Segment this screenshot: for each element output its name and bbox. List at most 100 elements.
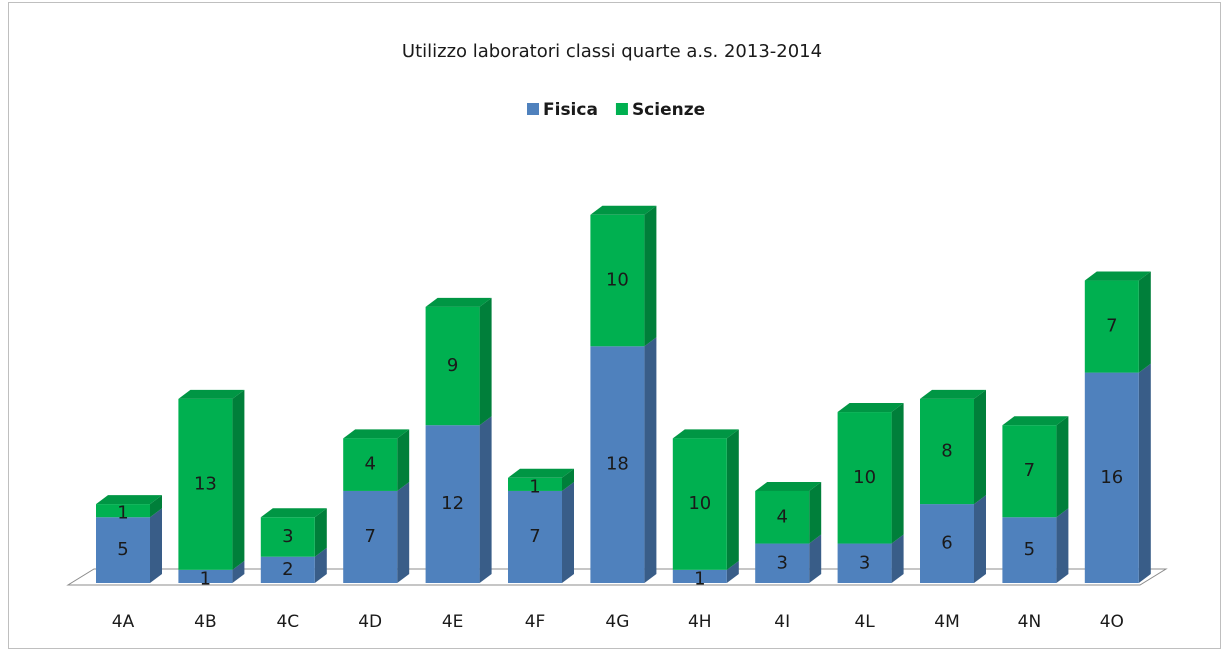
x-tick-label: 4N xyxy=(1018,612,1042,632)
bar xyxy=(343,490,398,583)
bar-top xyxy=(1002,416,1069,426)
bar-top xyxy=(837,403,904,413)
bar xyxy=(178,569,233,583)
x-tick-label: 4D xyxy=(358,612,382,632)
data-label: 6 xyxy=(941,533,952,554)
chart-title: Utilizzo laboratori classi quarte a.s. 2… xyxy=(402,41,822,62)
bar-side xyxy=(232,389,245,570)
data-label: 7 xyxy=(1106,316,1117,337)
x-tick-label: 4H xyxy=(688,612,712,632)
bar-side xyxy=(809,481,822,544)
bar-top xyxy=(178,389,245,399)
bar-top xyxy=(590,205,657,215)
bar-side xyxy=(479,297,492,426)
data-label: 18 xyxy=(606,454,629,475)
bar xyxy=(837,412,892,544)
bar-top xyxy=(755,481,822,491)
x-tick-label: 4M xyxy=(934,612,959,632)
bar-side xyxy=(397,481,410,583)
data-label: 2 xyxy=(282,559,293,580)
bar-top xyxy=(508,468,574,478)
legend-swatch xyxy=(615,103,628,115)
bar xyxy=(508,477,562,491)
bar-side xyxy=(1138,271,1151,373)
x-tick-label: 4F xyxy=(525,612,546,632)
bar xyxy=(920,504,974,583)
bar xyxy=(178,398,233,570)
data-label: 7 xyxy=(1024,460,1035,481)
data-label: 3 xyxy=(282,526,293,547)
bar xyxy=(260,517,315,557)
legend-label: Fisica xyxy=(543,100,598,120)
data-label: 1 xyxy=(694,568,705,589)
data-label: 16 xyxy=(1100,467,1123,488)
bar xyxy=(260,556,315,583)
x-tick-label: 4L xyxy=(854,612,875,632)
data-label: 7 xyxy=(529,526,540,547)
legend-label: Scienze xyxy=(632,100,705,120)
bar-side xyxy=(891,534,904,583)
data-label: 3 xyxy=(859,552,870,573)
bar xyxy=(590,214,645,347)
data-label: 13 xyxy=(194,473,217,494)
x-tick-label: 4B xyxy=(194,612,216,632)
bar-top xyxy=(1084,271,1151,281)
data-label: 5 xyxy=(117,539,128,560)
data-label: 12 xyxy=(441,493,464,514)
bar-side xyxy=(150,508,162,583)
data-label: 10 xyxy=(606,270,629,291)
bar-side xyxy=(1056,416,1069,518)
data-label: 1 xyxy=(117,503,128,524)
data-label: 10 xyxy=(688,493,711,514)
bar-side xyxy=(644,337,657,583)
data-label: 3 xyxy=(776,552,787,573)
data-label: 8 xyxy=(941,441,952,462)
data-label: 1 xyxy=(529,476,540,497)
bar-side xyxy=(562,481,574,583)
bar-top xyxy=(96,495,162,505)
data-label: 5 xyxy=(1024,539,1035,560)
bar xyxy=(343,438,398,491)
bar xyxy=(755,543,810,583)
x-tick-label: 4I xyxy=(774,612,790,632)
data-label: 1 xyxy=(200,568,211,589)
bar-top xyxy=(672,429,739,439)
x-tick-label: 4C xyxy=(276,612,299,632)
bar-top xyxy=(920,389,986,399)
bar-side xyxy=(809,534,822,583)
legend-swatch xyxy=(527,103,539,115)
bar xyxy=(508,490,562,583)
bar-side xyxy=(314,547,327,583)
bar-side xyxy=(232,560,245,583)
x-tick-label: 4E xyxy=(442,612,464,632)
bar xyxy=(1084,372,1139,583)
bar-side xyxy=(726,429,739,570)
x-tick-label: 4O xyxy=(1100,612,1124,632)
data-label: 4 xyxy=(776,506,787,527)
bar xyxy=(1002,425,1057,518)
bar-top xyxy=(343,429,410,439)
bar xyxy=(96,517,150,583)
bar xyxy=(1002,517,1057,583)
bar xyxy=(755,490,810,544)
x-tick-label: 4G xyxy=(605,612,629,632)
bar xyxy=(672,438,727,570)
bar-side xyxy=(726,560,739,583)
bar-side xyxy=(150,495,162,518)
bar xyxy=(920,398,974,505)
bar-side xyxy=(974,389,986,505)
bar-side xyxy=(644,205,657,347)
bar xyxy=(425,425,480,583)
bar-side xyxy=(974,495,986,583)
data-label: 10 xyxy=(853,467,876,488)
bar-side xyxy=(891,403,904,544)
data-label: 9 xyxy=(447,355,458,376)
bar-side xyxy=(1056,508,1069,583)
bar-side xyxy=(562,468,574,491)
bar-side xyxy=(314,508,327,557)
bar-top xyxy=(260,508,327,518)
bar xyxy=(96,504,150,518)
data-label: 4 xyxy=(364,454,375,475)
bar xyxy=(1084,280,1139,373)
